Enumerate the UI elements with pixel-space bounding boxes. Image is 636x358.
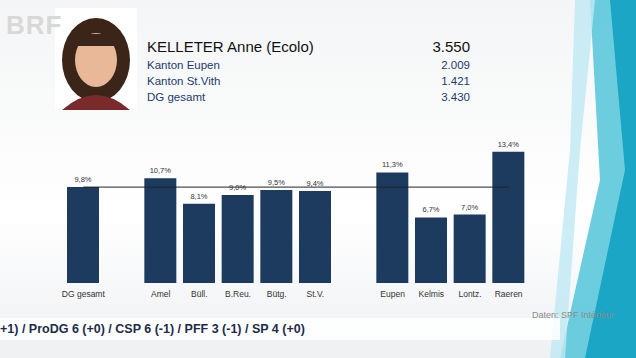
svg-text:Amel: Amel bbox=[151, 289, 170, 299]
html-text:KELLETER Anne (Ecolo): KELLETER Anne (Ecolo) bbox=[147, 38, 314, 55]
svg-text:13,4%: 13,4% bbox=[498, 140, 520, 149]
svg-text:7,0%: 7,0% bbox=[461, 203, 478, 212]
html-text:Daten: SPF Intérieur: Daten: SPF Intérieur bbox=[532, 310, 614, 320]
svg-text:B.Reu.: B.Reu. bbox=[225, 289, 251, 299]
svg-text:DG gesamt: DG gesamt bbox=[62, 289, 106, 299]
html-text:3.430: 3.430 bbox=[441, 91, 470, 103]
html-text:3.550: 3.550 bbox=[432, 38, 470, 55]
html-text:DG gesamt: DG gesamt bbox=[147, 91, 206, 103]
svg-text:Eupen: Eupen bbox=[380, 289, 405, 299]
html-text:1.421: 1.421 bbox=[441, 75, 470, 87]
svg-text:Lontz.: Lontz. bbox=[458, 289, 481, 299]
svg-text:Büll.: Büll. bbox=[191, 289, 208, 299]
svg-text:St.V.: St.V. bbox=[307, 289, 325, 299]
svg-text:Raeren: Raeren bbox=[495, 289, 523, 299]
svg-text:9,0%: 9,0% bbox=[229, 183, 246, 192]
html-text:2.009: 2.009 bbox=[441, 59, 470, 71]
svg-text:Kelmis: Kelmis bbox=[419, 289, 445, 299]
html-text:Kanton Eupen: Kanton Eupen bbox=[147, 59, 220, 71]
svg-text:9,5%: 9,5% bbox=[268, 178, 285, 187]
html-text:+1) / ProDG 6 (+0) / CSP 6 (-1: +1) / ProDG 6 (+0) / CSP 6 (-1) / PFF 3 … bbox=[0, 322, 305, 336]
svg-text:11,3%: 11,3% bbox=[382, 160, 403, 169]
html-text:BRF: BRF bbox=[6, 10, 63, 40]
svg-text:10,7%: 10,7% bbox=[150, 166, 172, 175]
svg-text:Bütg.: Bütg. bbox=[267, 289, 287, 299]
svg-text:9,8%: 9,8% bbox=[74, 175, 91, 184]
html-text:Kanton St.Vith: Kanton St.Vith bbox=[147, 75, 221, 87]
svg-text:9,4%: 9,4% bbox=[306, 179, 323, 188]
svg-text:8,1%: 8,1% bbox=[190, 192, 207, 201]
svg-text:6,7%: 6,7% bbox=[422, 205, 439, 214]
